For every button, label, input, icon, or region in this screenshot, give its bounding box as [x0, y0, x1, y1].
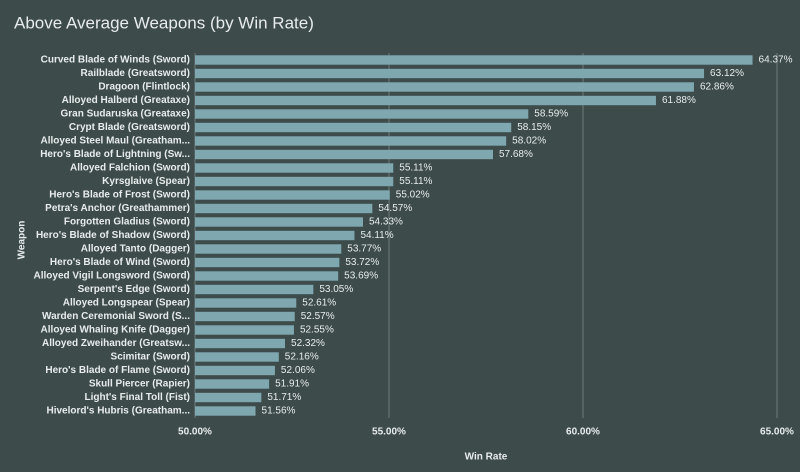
y-tick-label: Warden Ceremonial Sword (S... [42, 311, 190, 322]
y-tick-label: Alloyed Falchion (Sword) [70, 163, 190, 174]
value-label: 55.11% [399, 163, 432, 174]
value-label: 54.57% [378, 203, 412, 214]
y-tick-label: Alloyed Longspear (Spear) [63, 298, 190, 309]
y-tick-label: Alloyed Whaling Knife (Dagger) [41, 325, 190, 336]
bar [195, 365, 275, 376]
bar [195, 217, 364, 227]
value-label: 53.77% [347, 244, 381, 255]
value-label: 51.91% [275, 379, 309, 390]
value-label: 52.06% [281, 365, 315, 376]
y-tick-label: Serpent's Edge (Sword) [78, 284, 190, 295]
y-tick-label: Hero's Blade of Wind (Sword) [50, 257, 190, 268]
value-label: 53.69% [344, 271, 378, 282]
y-tick-label: Hero's Blade of Flame (Sword) [45, 365, 190, 376]
y-tick-label: Hero's Blade of Frost (Sword) [49, 190, 190, 201]
y-tick-label: Light's Final Toll (Fist) [84, 392, 190, 403]
bar [195, 244, 342, 254]
value-label: 52.32% [291, 338, 325, 349]
y-tick-label: Dragoon (Flintlock) [98, 82, 190, 93]
y-tick-label: Curved Blade of Winds (Sword) [41, 55, 190, 66]
value-label: 54.33% [369, 217, 403, 228]
value-label: 55.11% [399, 176, 432, 187]
value-label: 61.88% [662, 95, 696, 106]
value-label: 52.61% [302, 298, 336, 309]
value-label: 51.71% [267, 392, 301, 403]
bar [195, 257, 340, 268]
y-tick-label: Crypt Blade (Greatsword) [69, 122, 190, 133]
y-tick-label: Skull Piercer (Rapier) [89, 379, 190, 390]
bar [195, 68, 705, 79]
bar [195, 136, 507, 146]
bar [195, 325, 294, 335]
bar [195, 176, 394, 187]
value-label: 55.02% [396, 190, 430, 201]
bar [195, 311, 295, 322]
bar [195, 190, 390, 200]
y-tick-label: Hivelord's Hubris (Greatham... [46, 406, 190, 417]
y-tick-label: Railblade (Greatsword) [81, 68, 190, 79]
x-tick-label: 65.00% [760, 427, 794, 438]
value-label: 58.02% [512, 136, 546, 147]
bars [195, 55, 753, 416]
value-label: 58.59% [534, 109, 568, 120]
y-axis-title: Weapon [17, 221, 28, 260]
y-tick-label: Forgotten Gladius (Sword) [64, 217, 190, 228]
value-label: 52.57% [301, 311, 335, 322]
y-tick-label: Scimitar (Sword) [111, 352, 190, 363]
bar [195, 352, 279, 362]
y-tick-label: Gran Sudaruska (Greataxe) [61, 109, 191, 120]
bar [195, 203, 373, 214]
bar [195, 122, 512, 133]
value-label: 58.15% [517, 122, 551, 133]
y-tick-label: Alloyed Halberd (Greataxe) [62, 95, 190, 106]
bar [195, 163, 394, 173]
x-tick-label: 55.00% [372, 427, 406, 438]
y-tick-label: Alloyed Tanto (Dagger) [81, 244, 190, 255]
bar [195, 82, 694, 92]
bar [195, 109, 529, 119]
value-label: 62.86% [700, 82, 734, 93]
bar [195, 271, 339, 281]
y-tick-label: Alloyed Zweihander (Greatsw... [42, 338, 190, 349]
bar [195, 379, 270, 389]
value-label: 53.72% [345, 257, 379, 268]
y-tick-label: Alloyed Steel Maul (Greatham... [41, 136, 191, 147]
bar [195, 338, 286, 349]
value-label: 51.56% [262, 406, 296, 417]
value-label: 52.55% [300, 325, 334, 336]
value-label: 57.68% [499, 149, 533, 160]
value-label: 52.16% [285, 352, 319, 363]
x-tick-label: 60.00% [566, 427, 600, 438]
value-label: 54.11% [360, 230, 393, 241]
bar [195, 392, 262, 403]
value-label: 63.12% [710, 68, 744, 79]
value-label: 64.37% [759, 55, 793, 66]
x-axis-title: Win Rate [465, 452, 508, 463]
y-tick-label: Hero's Blade of Shadow (Sword) [36, 230, 190, 241]
bar [195, 230, 355, 241]
bar [195, 149, 493, 160]
y-tick-label: Kyrsglaive (Spear) [102, 176, 190, 187]
bar [195, 284, 314, 295]
y-tick-label: Petra's Anchor (Greathammer) [45, 203, 190, 214]
bar [195, 55, 753, 65]
bar [195, 298, 297, 308]
value-label: 53.05% [319, 284, 353, 295]
chart-title: Above Average Weapons (by Win Rate) [14, 13, 314, 32]
bar [195, 95, 656, 106]
y-tick-label: Alloyed Vigil Longsword (Sword) [34, 271, 190, 282]
y-tick-label: Hero's Blade of Lightning (Sw... [40, 149, 190, 160]
x-tick-label: 50.00% [178, 427, 212, 438]
bar [195, 406, 256, 416]
